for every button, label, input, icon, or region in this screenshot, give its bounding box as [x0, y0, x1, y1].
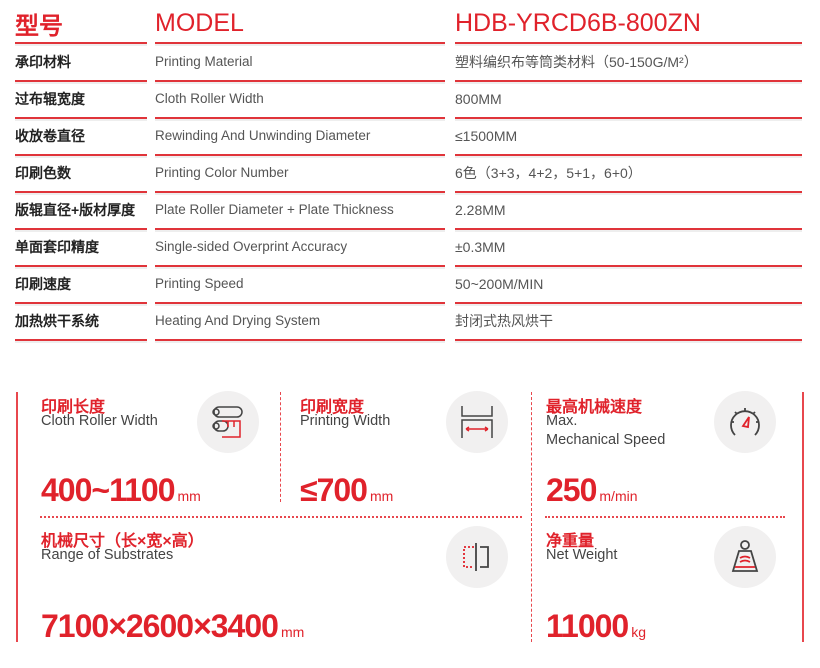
card-subtitle: Printing Width: [300, 413, 391, 429]
row-label-zh: 收放卷直径: [15, 117, 147, 156]
card-subtitle: Net Weight: [546, 547, 618, 563]
dimensions-icon: [446, 526, 508, 588]
divider: [531, 392, 532, 642]
row-label-en: Rewinding And Unwinding Diameter: [155, 117, 445, 156]
row-label-zh: 加热烘干系统: [15, 302, 147, 341]
row-label-zh: 承印材料: [15, 43, 147, 82]
row-label-zh: 印刷速度: [15, 265, 147, 304]
row-value: 塑料编织布等筒类材料（50-150G/M²）: [455, 43, 802, 82]
card-value: 7100×2600×3400 mm: [41, 608, 305, 644]
row-value: 800MM: [455, 80, 802, 119]
row-value: 封闭式热风烘干: [455, 302, 802, 341]
card-title: 机械尺寸（长×宽×高）: [41, 533, 204, 550]
card-subtitle: Range of Substrates: [41, 547, 174, 563]
divider: [280, 392, 281, 502]
divider: [16, 392, 18, 642]
row-label-en: Printing Color Number: [155, 154, 445, 193]
speedometer-icon: [714, 391, 776, 453]
divider: [40, 516, 522, 518]
card-title: 净重量: [546, 533, 595, 550]
row-value: 50~200M/MIN: [455, 265, 802, 304]
card-subtitle: Cloth Roller Width: [41, 413, 158, 429]
card-subtitle: Max. Mechanical Speed: [546, 413, 666, 448]
row-label-zh: 印刷色数: [15, 154, 147, 193]
row-value: 6色（3+3，4+2，5+1，6+0）: [455, 154, 802, 193]
width-icon: [446, 391, 508, 453]
divider: [545, 516, 785, 518]
row-label-en: Cloth Roller Width: [155, 80, 445, 119]
header-en: MODEL: [155, 5, 445, 44]
row-value: ≤1500MM: [455, 117, 802, 156]
row-value: 2.28MM: [455, 191, 802, 230]
row-value: ±0.3MM: [455, 228, 802, 267]
card-value: ≤700 mm: [300, 472, 394, 508]
row-label-zh: 过布辊宽度: [15, 80, 147, 119]
weight-icon: [714, 526, 776, 588]
card-title: 印刷长度: [41, 399, 106, 416]
row-label-en: Single-sided Overprint Accuracy: [155, 228, 445, 267]
row-label-en: Printing Speed: [155, 265, 445, 304]
divider: [802, 392, 804, 642]
card-title: 印刷宽度: [300, 399, 365, 416]
rollers-icon: [197, 391, 259, 453]
card-value: 11000 kg: [546, 608, 647, 644]
card-title: 最高机械速度: [546, 399, 643, 416]
card-value: 250 m/min: [546, 472, 638, 508]
row-label-zh: 版辊直径+版材厚度: [15, 191, 147, 230]
header-value: HDB-YRCD6B-800ZN: [455, 5, 802, 44]
header-zh: 型号: [15, 5, 147, 44]
card-value: 400~1100 mm: [41, 472, 201, 508]
row-label-en: Heating And Drying System: [155, 302, 445, 341]
row-label-en: Plate Roller Diameter + Plate Thickness: [155, 191, 445, 230]
row-label-en: Printing Material: [155, 43, 445, 82]
row-label-zh: 单面套印精度: [15, 228, 147, 267]
